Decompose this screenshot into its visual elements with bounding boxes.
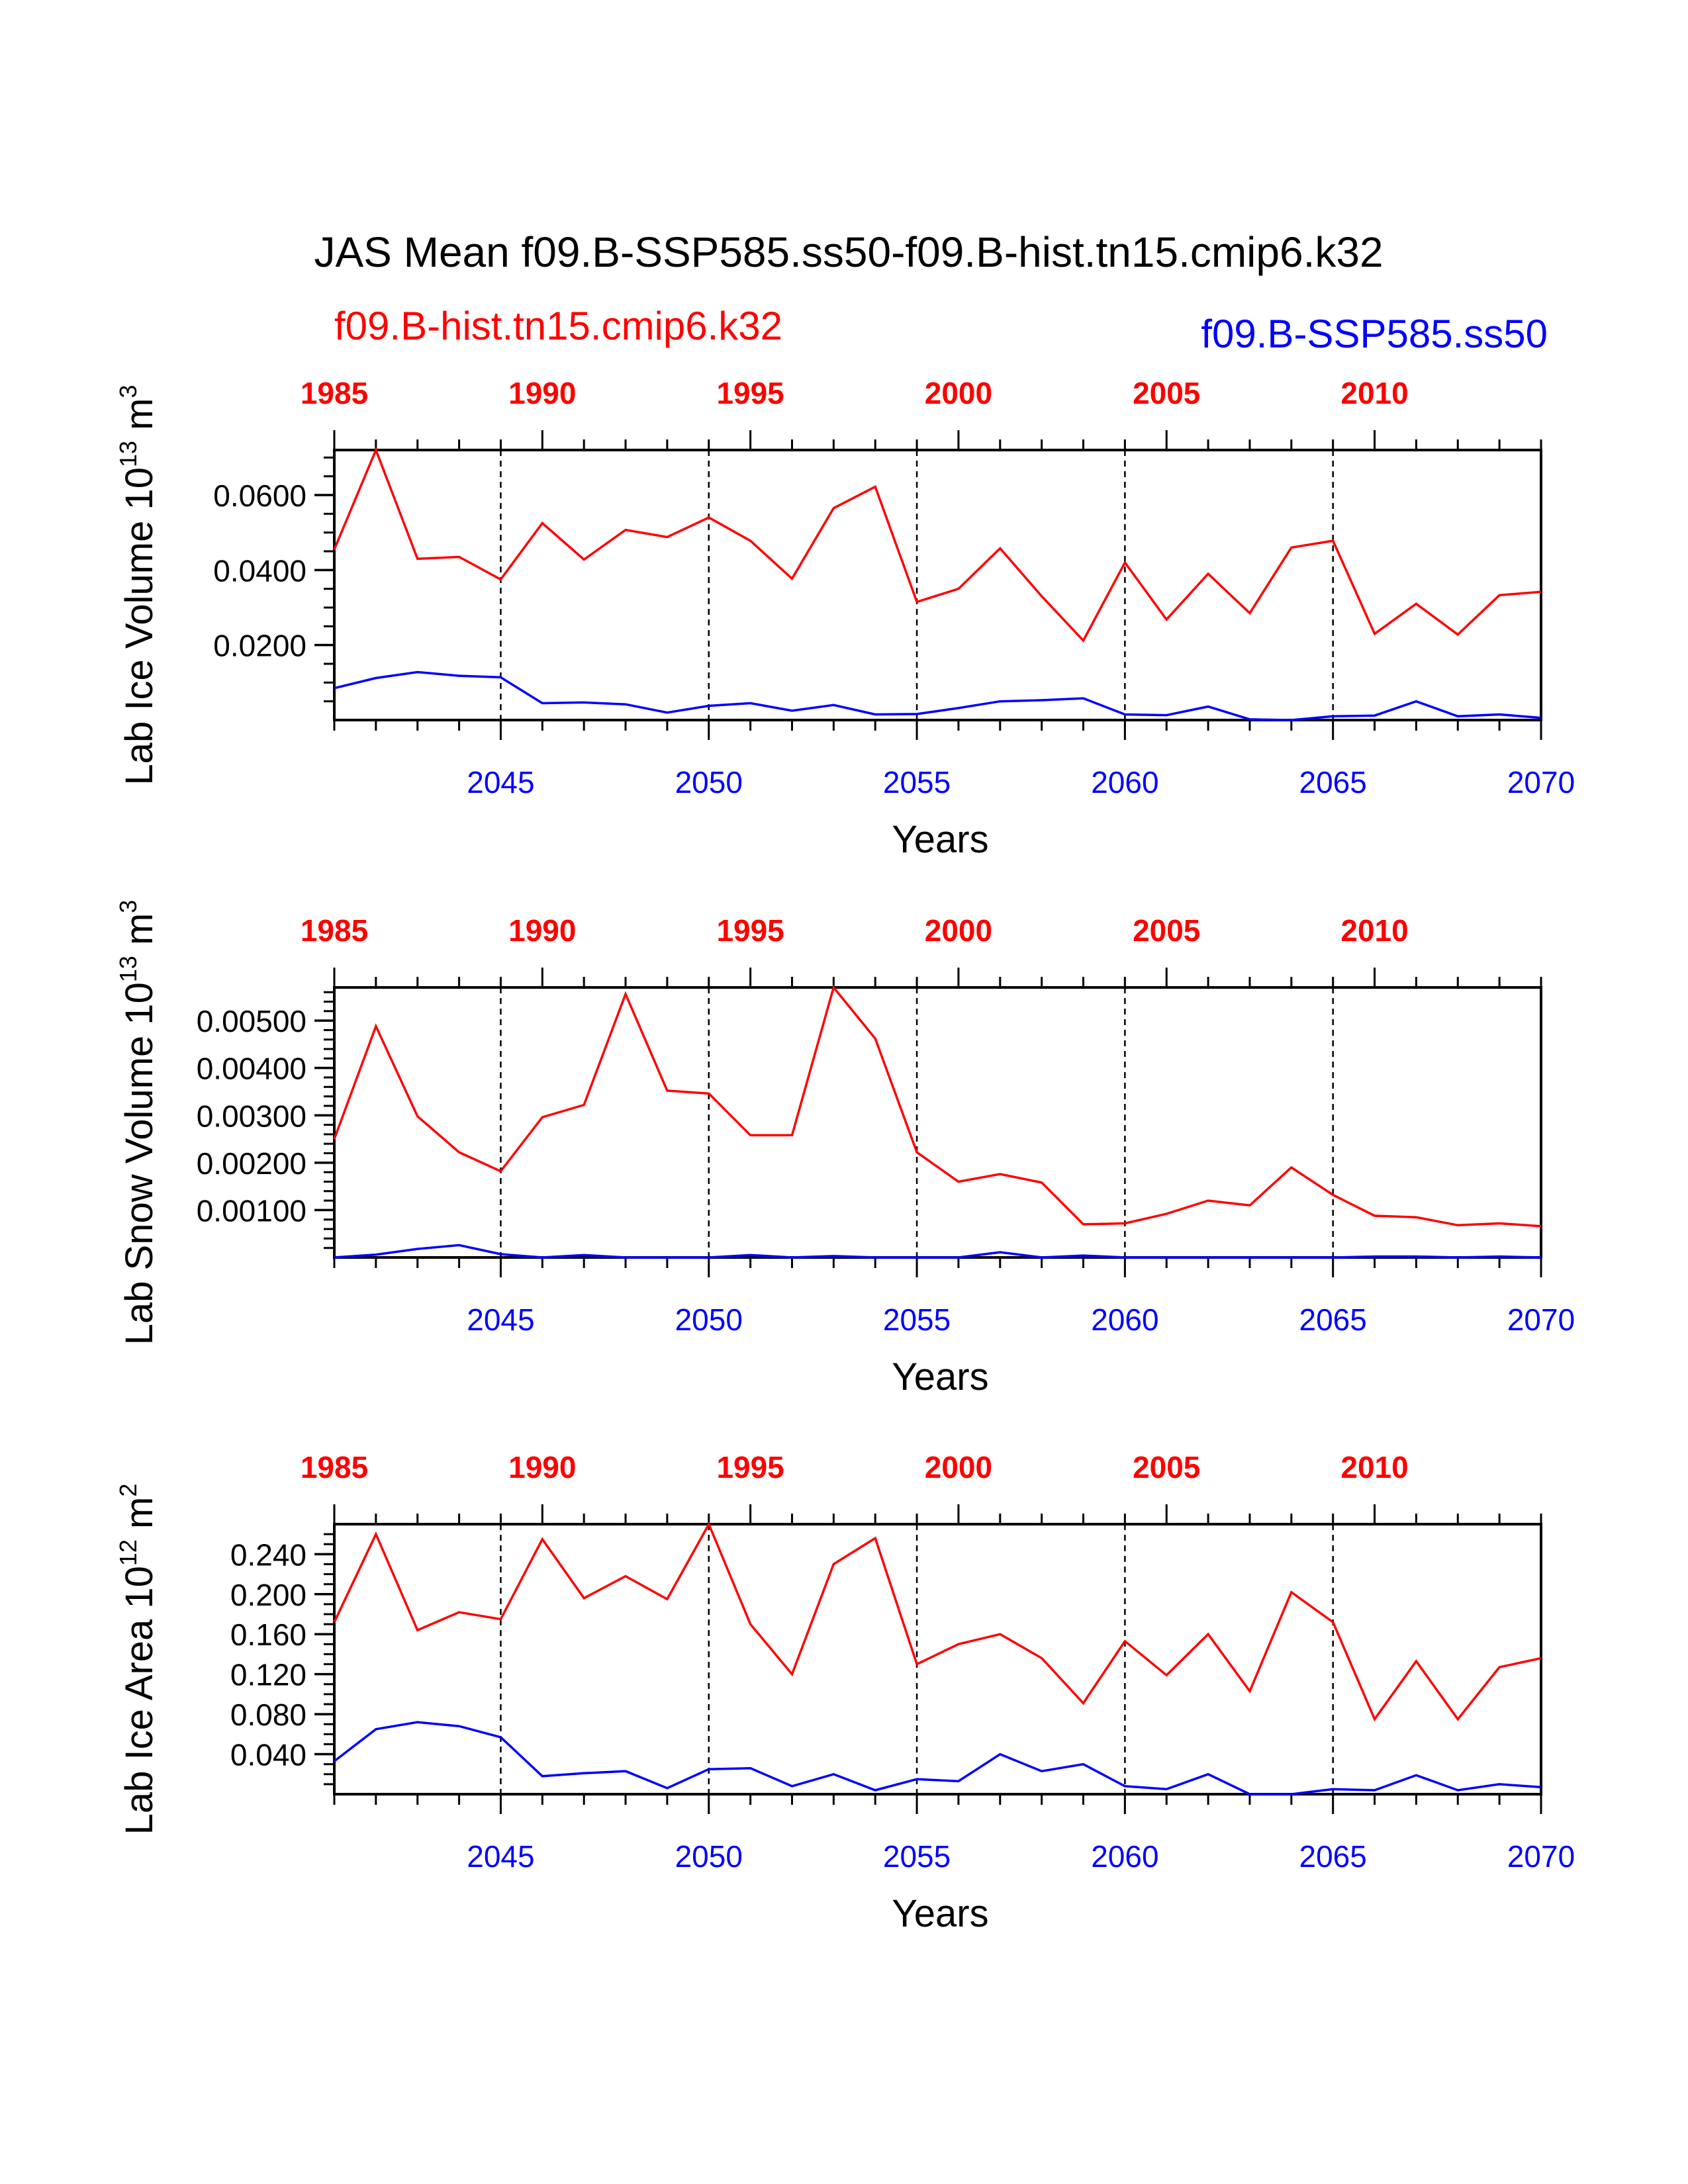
x-top-tick-label: 2000 bbox=[925, 1450, 992, 1484]
y-tick-label: 0.080 bbox=[230, 1698, 306, 1732]
x-top-tick-label: 2010 bbox=[1340, 376, 1408, 410]
x-bottom-tick-label: 2070 bbox=[1507, 1839, 1575, 1874]
y-tick-label: 0.160 bbox=[230, 1617, 306, 1652]
x-top-tick-label: 1990 bbox=[508, 1450, 576, 1484]
plot-frame bbox=[333, 1523, 1542, 1796]
x-axis-label: Years bbox=[892, 1355, 988, 1398]
y-axis-label: Lab Snow Volume 1013 m3 bbox=[115, 900, 161, 1345]
x-bottom-tick-label: 2050 bbox=[675, 765, 743, 799]
y-tick-label: 0.200 bbox=[230, 1578, 306, 1612]
x-bottom-tick-label: 2060 bbox=[1091, 765, 1158, 799]
series-line-hist bbox=[333, 1521, 1542, 1722]
plot-frame bbox=[333, 449, 1542, 721]
x-top-tick-label: 1995 bbox=[716, 913, 784, 948]
y-tick-label: 0.120 bbox=[230, 1658, 306, 1692]
legend-hist-label: f09.B-hist.tn15.cmip6.k32 bbox=[334, 304, 782, 348]
x-top-tick-label: 2005 bbox=[1133, 376, 1200, 410]
x-top-tick-label: 2010 bbox=[1340, 913, 1408, 948]
x-axis-label: Years bbox=[892, 818, 988, 861]
x-bottom-tick-label: 2065 bbox=[1299, 1302, 1367, 1337]
panel-3: 0.040 0.080 0.120 0.160 0.200 0.240 2045 2050 20… bbox=[115, 1450, 1575, 1935]
y-tick-label: 0.00300 bbox=[197, 1099, 306, 1133]
y-tick-label: 0.0400 bbox=[213, 553, 306, 588]
x-bottom-tick-label: 2050 bbox=[675, 1302, 743, 1337]
y-axis-label: Lab Ice Area 1012 m2 bbox=[115, 1484, 161, 1835]
panel-1: 0.0200 0.0400 0.0600 2045 2050 2055 2060 2065 20… bbox=[115, 376, 1575, 861]
x-top-tick-label: 1985 bbox=[301, 1450, 368, 1484]
x-top-tick-label: 1990 bbox=[508, 376, 576, 410]
x-top-tick-label: 2005 bbox=[1133, 1450, 1200, 1484]
panels-group: 0.0200 0.0400 0.0600 2045 2050 2055 2060 2065 20… bbox=[115, 376, 1575, 1935]
x-bottom-tick-label: 2065 bbox=[1299, 765, 1367, 799]
x-bottom-tick-label: 2045 bbox=[467, 1839, 534, 1874]
x-top-tick-label: 2000 bbox=[925, 376, 992, 410]
x-top-tick-label: 1995 bbox=[716, 376, 784, 410]
plot-frame bbox=[333, 986, 1542, 1259]
x-bottom-tick-label: 2060 bbox=[1091, 1839, 1158, 1874]
y-tick-label: 0.00500 bbox=[197, 1004, 306, 1038]
y-tick-label: 0.00400 bbox=[197, 1052, 306, 1086]
y-axis-label: Lab Ice Volume 1013 m3 bbox=[115, 385, 161, 786]
x-top-tick-label: 2005 bbox=[1133, 913, 1200, 948]
legend-ssp-label: f09.B-SSP585.ss50 bbox=[1201, 312, 1548, 356]
series-line-ssp bbox=[334, 1244, 1542, 1259]
x-bottom-tick-label: 2050 bbox=[675, 1839, 743, 1874]
y-tick-label: 0.040 bbox=[230, 1738, 306, 1772]
series-line-hist bbox=[333, 985, 1542, 1228]
x-bottom-tick-label: 2055 bbox=[883, 765, 951, 799]
x-top-tick-label: 1985 bbox=[301, 376, 368, 410]
series-line-ssp bbox=[334, 670, 1542, 721]
x-bottom-tick-label: 2070 bbox=[1507, 765, 1575, 799]
y-tick-label: 0.0600 bbox=[213, 478, 306, 513]
x-bottom-tick-label: 2045 bbox=[467, 765, 534, 799]
y-tick-label: 0.00200 bbox=[197, 1146, 306, 1181]
y-tick-label: 0.00100 bbox=[197, 1193, 306, 1228]
series-line-ssp bbox=[333, 1721, 1542, 1796]
figure-title: JAS Mean f09.B-SSP585.ss50-f09.B-hist.tn… bbox=[314, 228, 1383, 276]
y-tick-label: 0.0200 bbox=[213, 629, 306, 663]
x-top-tick-label: 1990 bbox=[508, 913, 576, 948]
series-line-hist bbox=[333, 447, 1542, 643]
x-bottom-tick-label: 2055 bbox=[883, 1839, 951, 1874]
x-bottom-tick-label: 2055 bbox=[883, 1302, 951, 1337]
x-bottom-tick-label: 2060 bbox=[1091, 1302, 1158, 1337]
x-top-tick-label: 2010 bbox=[1340, 1450, 1408, 1484]
y-tick-label: 0.240 bbox=[230, 1537, 306, 1572]
x-bottom-tick-label: 2070 bbox=[1507, 1302, 1575, 1337]
x-axis-label: Years bbox=[892, 1892, 988, 1935]
x-top-tick-label: 2000 bbox=[925, 913, 992, 948]
x-bottom-tick-label: 2045 bbox=[467, 1302, 534, 1337]
panel-2: 0.00100 0.00200 0.00300 0.00400 0.00500 2045 2… bbox=[115, 900, 1575, 1398]
x-top-tick-label: 1985 bbox=[301, 913, 368, 948]
x-bottom-tick-label: 2065 bbox=[1299, 1839, 1367, 1874]
x-top-tick-label: 1995 bbox=[716, 1450, 784, 1484]
